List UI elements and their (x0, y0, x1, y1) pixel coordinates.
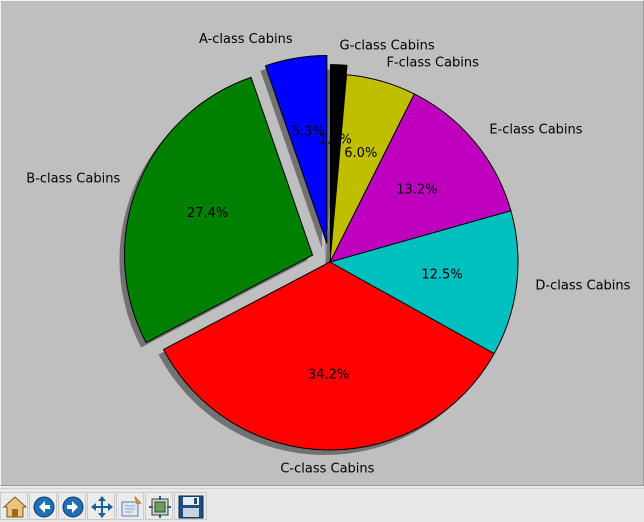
pie-chart: A-class Cabins 5.3% B-class Cabins 27.4% C-c… (26, 32, 630, 476)
pie-wedge-b (124, 76, 314, 344)
slice-pct-f: 6.0% (344, 146, 377, 161)
slice-label-f: F-class Cabins (386, 56, 479, 71)
home-icon (2, 496, 28, 518)
pie-labels: A-class Cabins 5.3% B-class Cabins 27.4% C-c… (26, 32, 630, 476)
floppy-disk-icon (178, 495, 204, 519)
slice-pct-d: 12.5% (421, 268, 462, 283)
pie-wedge-a (264, 54, 328, 244)
slice-label-a: A-class Cabins (199, 32, 293, 47)
subplots-icon (149, 496, 171, 518)
pie-wedge-d (328, 210, 519, 355)
pan-arrows-icon (91, 496, 113, 518)
slice-label-b: B-class Cabins (26, 171, 120, 186)
save-button[interactable] (174, 492, 207, 520)
zoom-button[interactable] (116, 492, 144, 520)
back-button[interactable] (29, 492, 57, 520)
home-button[interactable] (0, 492, 28, 520)
slice-pct-g: 1.4% (319, 132, 352, 147)
slice-label-d: D-class Cabins (535, 278, 630, 293)
slice-pct-a: 5.3% (292, 125, 325, 140)
pie-wedges (124, 54, 519, 451)
pie-wedge-e (329, 93, 512, 263)
pie-wedge-c (162, 261, 495, 451)
subplots-button[interactable] (145, 492, 173, 520)
pan-button[interactable] (87, 492, 115, 520)
zoom-rect-icon (121, 495, 142, 517)
figure-canvas: A-class Cabins 5.3% B-class Cabins 27.4% C-c… (0, 0, 644, 486)
navigation-toolbar (0, 488, 644, 522)
forward-arrow-icon (62, 496, 84, 518)
slice-label-g: G-class Cabins (340, 39, 435, 54)
pie-wedge-g (329, 64, 348, 253)
slice-pct-c: 34.2% (308, 367, 349, 382)
slice-pct-e: 13.2% (396, 183, 437, 198)
slice-pct-b: 27.4% (187, 206, 228, 221)
forward-button[interactable] (58, 492, 86, 520)
slice-label-e: E-class Cabins (489, 123, 582, 138)
back-arrow-icon (33, 496, 55, 518)
slice-label-c: C-class Cabins (280, 461, 374, 476)
